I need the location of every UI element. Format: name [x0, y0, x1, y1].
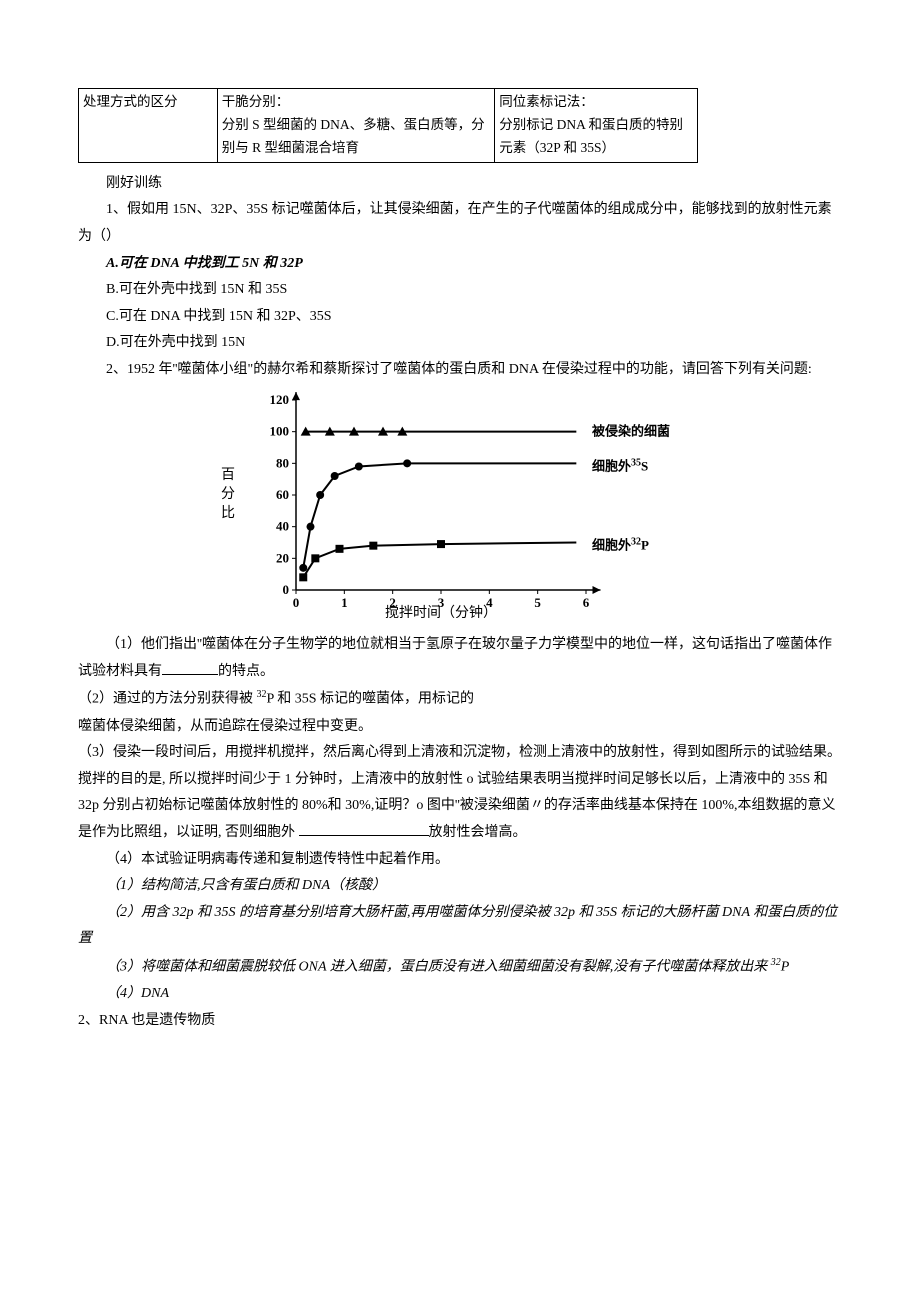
sub-question: 噬菌体侵染细菌，从而追踪在侵染过程中变更。 — [78, 714, 842, 741]
table-cell: 处理方式的区分 — [79, 89, 218, 163]
svg-text:细胞外35S: 细胞外35S — [592, 457, 648, 474]
text: 的特点。 — [218, 664, 274, 679]
footer-line: 2、RNA 也是遗传物质 — [78, 1008, 842, 1035]
svg-text:100: 100 — [270, 423, 290, 438]
section-header: 刚好训练 — [78, 171, 842, 198]
svg-text:被侵染的细菌: 被侵染的细菌 — [591, 423, 670, 438]
svg-text:0: 0 — [293, 595, 300, 610]
svg-text:搅拌时间（分钟）: 搅拌时间（分钟） — [385, 604, 497, 618]
answer: （1）结构简洁,只含有蛋白质和 DNA（核酸） — [78, 873, 842, 900]
option-a: A.可在 DNA 中找到工 5N 和 32P — [78, 251, 842, 278]
cell-text: 分别标记 DNA 和蛋白质的特别元素（32P 和 35S） — [499, 117, 683, 155]
question-stem: 1、假如用 15N、32P、35S 标记噬菌体后，让其侵染细菌，在产生的子代噬菌… — [78, 197, 842, 250]
svg-text:分: 分 — [221, 486, 235, 502]
blank-field[interactable] — [162, 659, 218, 674]
svg-text:百: 百 — [221, 467, 235, 483]
svg-text:比: 比 — [221, 505, 235, 521]
option-d: D.可在外壳中找到 15N — [78, 330, 842, 357]
svg-text:120: 120 — [270, 392, 290, 407]
option-c: C.可在 DNA 中找到 15N 和 32P、35S — [78, 304, 842, 331]
table-cell: 干脆分别： 分别 S 型细菌的 DNA、多糖、蛋白质等，分别与 R 型细菌混合培… — [217, 89, 494, 163]
cell-text: 分别 S 型细菌的 DNA、多糖、蛋白质等，分别与 R 型细菌混合培育 — [222, 117, 485, 155]
comparison-table: 处理方式的区分 干脆分别： 分别 S 型细菌的 DNA、多糖、蛋白质等，分别与 … — [78, 88, 698, 163]
sub-question: （2）通过的方法分别获得被 32P 和 35S 标记的噬菌体，用标记的 — [78, 685, 842, 713]
svg-text:6: 6 — [583, 595, 590, 610]
cell-text: 同位素标记法： — [499, 94, 594, 109]
sub-question: （1）他们指出''噬菌体在分子生物学的地位就相当于氢原子在玻尔量子力学模型中的地… — [78, 632, 842, 685]
svg-text:1: 1 — [341, 595, 348, 610]
text: P 和 35S 标记的噬菌体，用标记的 — [267, 692, 475, 707]
answer: （2）用含 32p 和 35S 的培育基分别培育大肠杆菌,再用噬菌体分别侵染被 … — [78, 900, 842, 953]
option-b: B.可在外壳中找到 15N 和 35S — [78, 277, 842, 304]
svg-text:5: 5 — [534, 595, 541, 610]
line-chart: 百分比0204060801001200123456搅拌时间（分钟）被侵染的细菌细… — [214, 390, 706, 618]
chart-container: 百分比0204060801001200123456搅拌时间（分钟）被侵染的细菌细… — [78, 390, 842, 629]
table-cell: 同位素标记法： 分别标记 DNA 和蛋白质的特别元素（32P 和 35S） — [495, 89, 698, 163]
superscript: 32 — [257, 689, 267, 700]
answer: （3）将噬菌体和细菌震脱较低 ONA 进入细菌，蛋白质没有进入细菌细菌没有裂解,… — [78, 953, 842, 981]
sub-question: （4）本试验证明病毒传递和复制遗传特性中起着作用。 — [78, 847, 842, 874]
svg-text:0: 0 — [283, 582, 290, 597]
blank-field[interactable] — [299, 821, 429, 836]
svg-text:60: 60 — [276, 487, 289, 502]
text: 放射性会增高。 — [429, 825, 527, 840]
superscript: 32 — [771, 957, 781, 968]
svg-text:20: 20 — [276, 550, 289, 565]
svg-text:40: 40 — [276, 518, 289, 533]
text: （3）将噬菌体和细菌震脱较低 ONA 进入细菌，蛋白质没有进入细菌细菌没有裂解,… — [106, 960, 771, 975]
cell-text: 干脆分别： — [222, 94, 290, 109]
svg-text:80: 80 — [276, 455, 289, 470]
text: （2）通过的方法分别获得被 — [78, 692, 257, 707]
question-stem: 2、1952 年''噬菌体小组"的赫尔希和蔡斯探讨了噬菌体的蛋白质和 DNA 在… — [78, 357, 842, 384]
text: P — [781, 960, 790, 975]
svg-text:细胞外32P: 细胞外32P — [592, 536, 649, 553]
answer: （4）DNA — [78, 981, 842, 1008]
sub-question: （3）侵染一段时间后，用搅拌机搅拌，然后离心得到上清液和沉淀物，检测上清液中的放… — [78, 740, 842, 846]
